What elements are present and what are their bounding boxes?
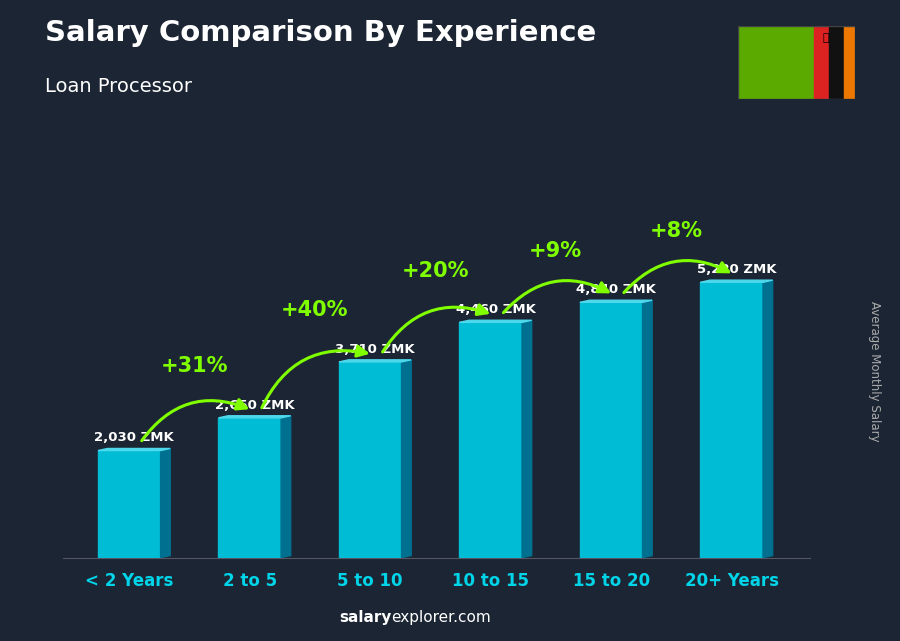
Text: 🦅: 🦅 [823,33,829,44]
Bar [829,26,844,99]
Text: +31%: +31% [160,356,228,376]
Polygon shape [281,416,291,558]
Polygon shape [401,360,411,558]
Text: 4,460 ZMK: 4,460 ZMK [455,303,536,316]
Polygon shape [700,282,763,558]
Polygon shape [160,449,170,558]
Polygon shape [459,320,532,322]
Polygon shape [643,300,652,558]
FancyArrowPatch shape [382,305,487,352]
Polygon shape [700,280,772,282]
Polygon shape [459,322,522,558]
Text: Average Monthly Salary: Average Monthly Salary [868,301,881,442]
Polygon shape [763,280,772,558]
Polygon shape [522,320,532,558]
Polygon shape [219,418,281,558]
Bar [844,26,855,99]
FancyArrowPatch shape [141,400,247,441]
Text: 2,030 ZMK: 2,030 ZMK [94,431,174,444]
Bar [814,26,829,99]
Text: +40%: +40% [281,300,348,320]
Text: +8%: +8% [650,221,703,240]
Text: 4,840 ZMK: 4,840 ZMK [576,283,656,296]
Polygon shape [580,300,652,303]
Polygon shape [219,416,291,418]
FancyArrowPatch shape [624,260,729,293]
Polygon shape [98,451,160,558]
FancyArrowPatch shape [262,346,366,408]
Text: Salary Comparison By Experience: Salary Comparison By Experience [45,19,596,47]
Text: 5,220 ZMK: 5,220 ZMK [697,263,777,276]
Text: +9%: +9% [529,240,582,261]
Polygon shape [339,360,411,362]
Text: explorer.com: explorer.com [392,610,491,625]
Polygon shape [339,362,401,558]
Text: salary: salary [339,610,392,625]
Text: 2,650 ZMK: 2,650 ZMK [215,399,294,412]
Text: +20%: +20% [401,261,469,281]
Polygon shape [98,449,170,451]
FancyArrowPatch shape [503,281,608,313]
Text: Loan Processor: Loan Processor [45,77,192,96]
Polygon shape [580,303,643,558]
Text: 3,710 ZMK: 3,710 ZMK [335,343,415,356]
